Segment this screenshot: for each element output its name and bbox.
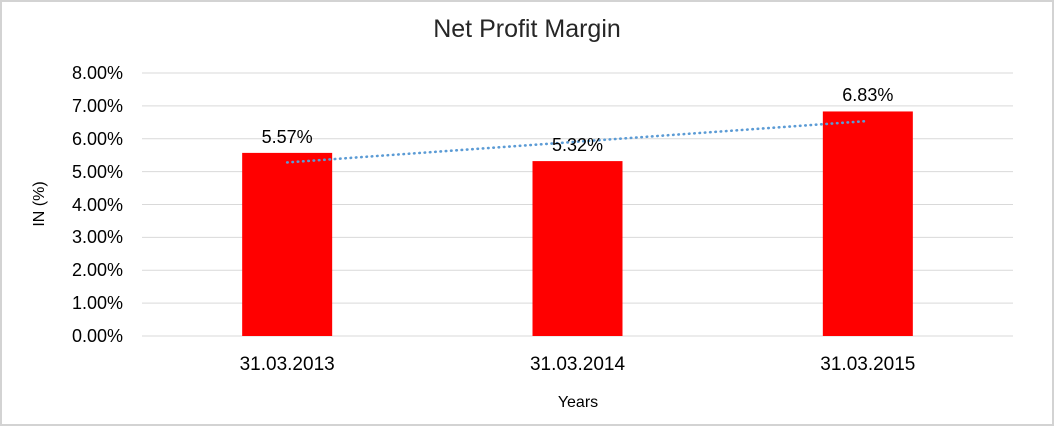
x-tick-label: 31.03.2015 — [820, 354, 916, 375]
y-tick-label: 8.00% — [71, 63, 123, 83]
y-tick-label: 1.00% — [71, 293, 123, 314]
bar-31.03.2013 — [242, 152, 333, 336]
bar-value-label: 5.32% — [551, 135, 604, 156]
x-tick-label: 31.03.2013 — [239, 354, 335, 375]
bar-31.03.2015 — [822, 111, 913, 337]
y-tick-label: 0.00% — [71, 326, 123, 346]
y-tick-label: 7.00% — [71, 95, 123, 116]
x-tick-label: 31.03.2014 — [529, 354, 626, 375]
chart-title: Net Profit Margin — [433, 15, 621, 43]
y-axis-title: IN (%) — [31, 181, 48, 227]
y-tick-label: 3.00% — [71, 227, 123, 248]
bar-value-label: 6.83% — [842, 85, 894, 106]
y-tick-label: 4.00% — [71, 194, 123, 215]
x-axis-title: Years — [557, 394, 599, 411]
bar-value-label: 5.57% — [261, 126, 313, 147]
y-tick-label: 2.00% — [71, 260, 123, 281]
y-tick-label: 5.00% — [71, 161, 123, 182]
y-tick-label: 6.00% — [71, 128, 123, 149]
linear-trendline — [285, 119, 870, 164]
bar-31.03.2014 — [532, 161, 623, 336]
